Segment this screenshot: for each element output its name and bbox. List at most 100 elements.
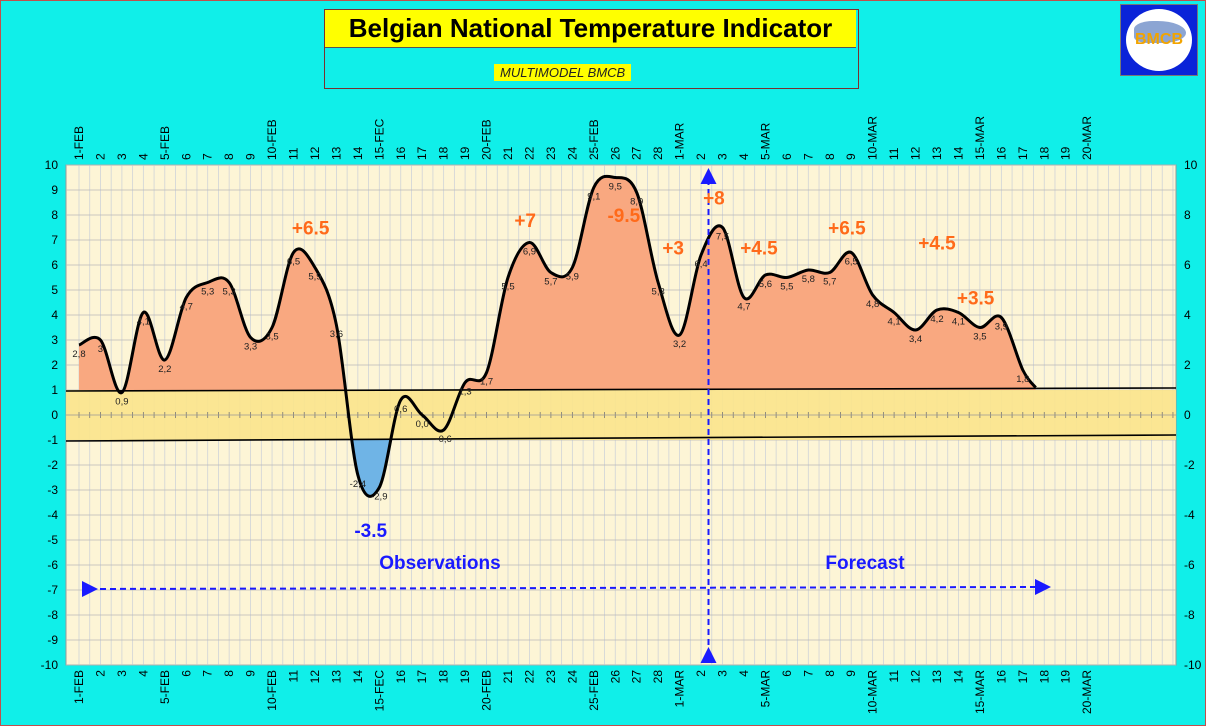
data-label: 6,4 — [694, 259, 707, 270]
x-tick-label-top: 1-MAR — [673, 122, 687, 160]
title-panel: Belgian National Temperature Indicator M… — [324, 9, 859, 89]
data-label: 6,5 — [845, 257, 858, 268]
x-tick-label-bottom: 26 — [608, 670, 622, 684]
y-tick-label-right: -2 — [1184, 458, 1195, 472]
x-tick-label-top: 6 — [179, 153, 193, 160]
x-tick-label-top: 15-MAR — [973, 116, 987, 160]
y-tick-label-left: -2 — [47, 458, 58, 472]
x-tick-label-top: 11 — [287, 147, 301, 160]
x-tick-label-top: 23 — [544, 146, 558, 160]
x-tick-label-bottom: 16 — [394, 670, 408, 684]
data-label: 4,7 — [737, 302, 750, 313]
data-label: 8,9 — [630, 197, 643, 208]
timeline-arrow — [81, 579, 1051, 598]
chart-subtitle: MULTIMODEL BMCB — [494, 64, 632, 81]
observations-label: Observations — [379, 553, 500, 574]
x-tick-label-bottom: 20-FEB — [480, 670, 494, 711]
data-label: 4,7 — [180, 302, 193, 313]
x-tick-label-bottom: 27 — [630, 670, 644, 684]
x-tick-label-bottom: 7 — [201, 670, 215, 677]
data-label: 5,3 — [201, 287, 214, 298]
x-tick-label-top: 10-FEB — [265, 119, 279, 160]
anomaly-annotation: +4.5 — [918, 234, 956, 255]
x-tick-label-bottom: 15-FEC — [372, 670, 386, 712]
data-label: 3,6 — [330, 329, 343, 340]
data-label: 9,5 — [609, 182, 622, 193]
data-label: 7,5 — [716, 232, 729, 243]
x-tick-label-bottom: 1-MAR — [673, 670, 687, 708]
y-tick-label-left: 2 — [51, 358, 58, 372]
x-tick-label-bottom: 19 — [458, 670, 472, 684]
forecast-label: Forecast — [825, 553, 905, 574]
x-tick-label-top: 8 — [222, 153, 236, 160]
x-tick-label-top: 5-FEB — [158, 126, 172, 160]
y-tick-label-left: 6 — [51, 258, 58, 272]
y-tick-label-left: 10 — [45, 158, 59, 172]
x-tick-label-top: 6 — [780, 153, 794, 160]
x-tick-label-bottom: 6 — [179, 670, 193, 677]
data-label: 2,2 — [158, 364, 171, 375]
data-label: 0,0 — [416, 419, 429, 430]
x-tick-label-bottom: 1-FEB — [72, 670, 86, 704]
data-label: 5,3 — [652, 287, 665, 298]
x-tick-label-bottom: 5-FEB — [158, 670, 172, 704]
x-tick-label-top: 14 — [951, 146, 965, 160]
x-tick-label-top: 16 — [394, 146, 408, 160]
bmcb-logo: BMCB — [1120, 4, 1198, 76]
data-label: 5,3 — [223, 287, 236, 298]
x-tick-label-bottom: 28 — [651, 670, 665, 684]
y-tick-label-left: 4 — [51, 308, 58, 322]
x-tick-label-top: 4 — [737, 153, 751, 160]
x-tick-label-bottom: 14 — [951, 670, 965, 684]
data-label: 0,6 — [394, 404, 407, 415]
y-tick-label-left: 3 — [51, 333, 58, 347]
logo-text: BMCB — [1135, 31, 1183, 48]
belgium-map-icon — [1134, 21, 1186, 43]
data-label: 5,9 — [308, 272, 321, 283]
x-tick-label-top: 4 — [136, 153, 150, 160]
x-tick-label-bottom: 3 — [115, 670, 129, 677]
data-label: 3,5 — [973, 332, 986, 343]
x-tick-label-top: 10-MAR — [866, 116, 880, 160]
x-tick-label-bottom: 18 — [1037, 670, 1051, 684]
anomaly-annotation: +8 — [703, 189, 725, 210]
y-tick-label-left: -1 — [47, 433, 58, 447]
x-tick-label-bottom: 14 — [351, 670, 365, 684]
x-tick-label-bottom: 2 — [93, 670, 107, 677]
x-tick-label-top: 2 — [694, 153, 708, 160]
x-tick-label-bottom: 12 — [909, 670, 923, 684]
x-tick-label-top: 19 — [1059, 146, 1073, 160]
x-tick-label-top: 20-MAR — [1080, 116, 1094, 160]
y-tick-label-left: 7 — [51, 233, 58, 247]
x-tick-label-top: 3 — [716, 153, 730, 160]
x-tick-label-top: 13 — [329, 146, 343, 160]
x-tick-label-bottom: 8 — [222, 670, 236, 677]
y-tick-label-right: 4 — [1184, 308, 1191, 322]
y-tick-label-left: -5 — [47, 533, 58, 547]
y-tick-label-left: -8 — [47, 608, 58, 622]
data-label: -2,9 — [371, 492, 387, 503]
x-tick-label-top: 27 — [630, 146, 644, 160]
data-label: 3 — [98, 344, 103, 355]
y-tick-label-left: 0 — [51, 408, 58, 422]
x-tick-label-top: 5-MAR — [758, 122, 772, 160]
data-label: 3,5 — [265, 332, 278, 343]
y-tick-label-right: -8 — [1184, 608, 1195, 622]
temperature-line — [78, 174, 1037, 498]
x-tick-label-bottom: 19 — [1059, 670, 1073, 684]
x-tick-label-top: 15-FEC — [372, 118, 386, 160]
y-tick-label-right: 8 — [1184, 208, 1191, 222]
x-tick-label-bottom: 5-MAR — [758, 670, 772, 708]
logo-circle: BMCB — [1126, 9, 1192, 71]
x-tick-label-top: 28 — [651, 146, 665, 160]
x-tick-label-bottom: 4 — [136, 670, 150, 677]
data-label: 5,5 — [780, 282, 793, 293]
x-tick-label-top: 14 — [351, 146, 365, 160]
data-label: 0,9 — [115, 397, 128, 408]
data-label: 5,6 — [759, 279, 772, 290]
band-lower-line — [65, 434, 1177, 442]
x-tick-label-top: 20-FEB — [480, 119, 494, 160]
data-label: 4,2 — [930, 314, 943, 325]
x-tick-label-top: 8 — [823, 153, 837, 160]
